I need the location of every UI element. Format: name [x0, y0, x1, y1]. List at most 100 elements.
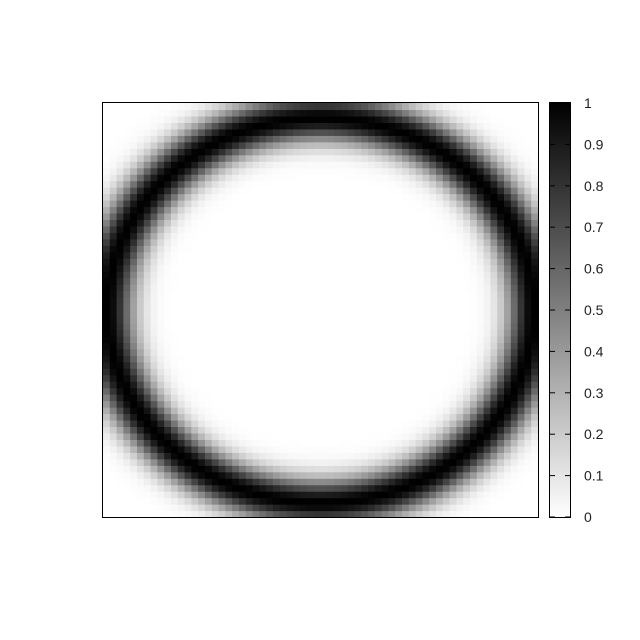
heatmap-cell: [524, 128, 532, 136]
heatmap-cell: [123, 232, 131, 240]
heatmap-cell: [218, 212, 226, 221]
heatmap-cell: [395, 251, 403, 259]
heatmap-cell: [334, 394, 342, 402]
heatmap-cell: [456, 245, 464, 253]
heatmap-cell: [300, 187, 308, 195]
heatmap-cell: [204, 355, 213, 363]
heatmap-cell: [320, 103, 328, 111]
heatmap-cell: [497, 400, 505, 408]
heatmap-cell: [347, 277, 356, 285]
heatmap-cell: [415, 258, 424, 266]
heatmap-cell: [381, 322, 390, 331]
heatmap-cell: [334, 407, 342, 415]
heatmap-cell: [130, 180, 138, 188]
heatmap-cell: [157, 335, 165, 343]
heatmap-cell: [429, 193, 437, 201]
heatmap-cell: [130, 342, 138, 350]
heatmap-cell: [300, 452, 308, 460]
heatmap-cell: [395, 316, 403, 324]
heatmap-cell: [245, 271, 254, 279]
heatmap-cell: [340, 310, 349, 318]
heatmap-cell: [449, 271, 458, 279]
heatmap-cell: [327, 154, 335, 162]
heatmap-cell: [436, 122, 444, 130]
heatmap-cell: [456, 238, 464, 246]
heatmap-cell: [245, 413, 254, 421]
heatmap-cell: [211, 471, 220, 479]
heatmap-cell: [334, 452, 342, 460]
heatmap-cell: [374, 497, 383, 505]
heatmap-cell: [293, 271, 301, 279]
heatmap-cell: [109, 387, 118, 395]
heatmap-cell: [429, 115, 437, 124]
heatmap-cell: [456, 368, 464, 376]
heatmap-cell: [245, 167, 254, 175]
heatmap-cell: [225, 225, 233, 233]
heatmap-cell: [449, 322, 458, 331]
heatmap-cell: [184, 264, 192, 272]
heatmap-cell: [524, 426, 532, 434]
heatmap-cell: [225, 484, 233, 492]
heatmap-cell: [300, 419, 308, 428]
heatmap-cell: [368, 484, 376, 492]
heatmap-cell: [238, 277, 247, 285]
heatmap-cell: [470, 180, 478, 188]
heatmap-cell: [130, 161, 138, 169]
heatmap-cell: [524, 290, 532, 298]
heatmap-cell: [130, 445, 138, 453]
heatmap-cell: [116, 355, 124, 363]
heatmap-cell: [456, 187, 464, 195]
heatmap-cell: [232, 264, 240, 272]
heatmap-cell: [157, 348, 165, 356]
heatmap-cell: [306, 303, 315, 311]
heatmap-cell: [436, 361, 444, 369]
heatmap-cell: [368, 465, 376, 473]
heatmap-cell: [327, 232, 335, 240]
heatmap-cell: [422, 206, 430, 214]
heatmap-cell: [150, 355, 158, 363]
heatmap-cell: [422, 381, 430, 389]
heatmap-cell: [524, 271, 532, 279]
heatmap-cell: [490, 180, 498, 188]
heatmap-cell: [531, 167, 539, 175]
heatmap-cell: [347, 491, 356, 499]
heatmap-cell: [504, 187, 512, 195]
heatmap-cell: [483, 471, 492, 479]
heatmap-cell: [150, 465, 158, 473]
heatmap-cell: [334, 322, 342, 331]
heatmap-cell: [259, 128, 267, 136]
heatmap-cell: [381, 148, 390, 156]
heatmap-cell: [395, 232, 403, 240]
heatmap-cell: [252, 290, 260, 298]
heatmap-cell: [531, 180, 539, 188]
heatmap-cell: [429, 407, 437, 415]
heatmap-cell: [470, 187, 478, 195]
heatmap-cell: [211, 154, 220, 162]
heatmap-cell: [456, 264, 464, 272]
heatmap-cell: [225, 180, 233, 188]
heatmap-cell: [109, 381, 118, 389]
heatmap-cell: [225, 148, 233, 156]
heatmap-cell: [259, 245, 267, 253]
heatmap-cell: [136, 432, 145, 440]
heatmap-cell: [211, 491, 220, 499]
heatmap-cell: [184, 290, 192, 298]
heatmap-cell: [442, 122, 451, 130]
heatmap-cell: [130, 154, 138, 162]
heatmap-cell: [490, 497, 498, 505]
heatmap-cell: [463, 484, 471, 492]
heatmap-cell: [497, 510, 505, 518]
heatmap-cell: [340, 484, 349, 492]
heatmap-cell: [130, 387, 138, 395]
heatmap-cell: [300, 264, 308, 272]
heatmap-cell: [354, 238, 362, 246]
heatmap-cell: [170, 187, 179, 195]
heatmap-cell: [449, 484, 458, 492]
heatmap-cell: [157, 180, 165, 188]
heatmap-cell: [300, 271, 308, 279]
heatmap-cell: [415, 335, 424, 343]
heatmap-cell: [143, 439, 152, 447]
heatmap-cell: [442, 277, 451, 285]
heatmap-cell: [361, 167, 369, 175]
heatmap-cell: [204, 381, 213, 389]
